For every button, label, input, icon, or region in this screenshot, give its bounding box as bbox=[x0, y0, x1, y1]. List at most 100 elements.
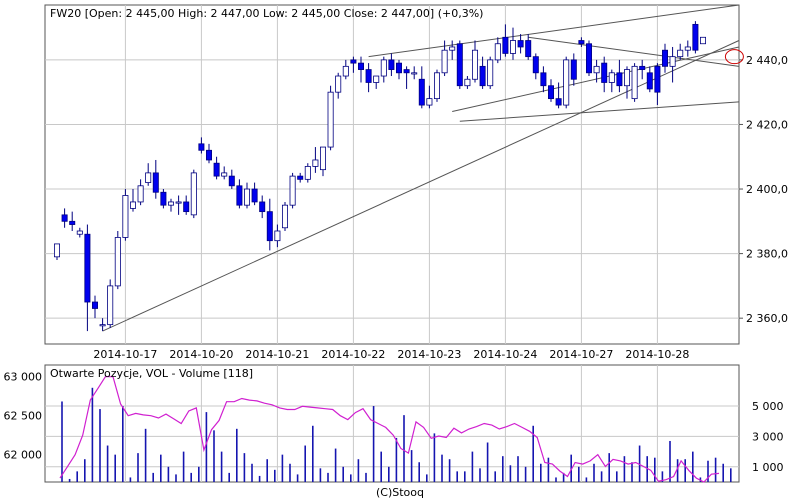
candle-body bbox=[586, 43, 593, 74]
candle-body bbox=[479, 65, 486, 87]
candle-body bbox=[350, 59, 357, 64]
candle-body bbox=[183, 201, 190, 213]
candle-body bbox=[578, 40, 585, 45]
candle-body bbox=[403, 69, 410, 74]
candle-body bbox=[373, 75, 380, 83]
candle-body bbox=[213, 162, 220, 177]
candle-body bbox=[327, 91, 334, 148]
date-tick-label: 2014-10-17 bbox=[93, 348, 157, 361]
candle-body bbox=[669, 56, 676, 67]
candle-body bbox=[433, 72, 440, 100]
candle-body bbox=[92, 301, 99, 309]
price-y-axis: 2 360,0 2 380,0 2 400,0 2 420,0 2 440,0 bbox=[739, 54, 788, 325]
candle-body bbox=[456, 43, 463, 87]
open-interest-tick-label: 62 500 bbox=[4, 410, 43, 423]
candle-body bbox=[365, 69, 372, 83]
candle-body bbox=[601, 62, 608, 83]
volume-bars bbox=[61, 387, 732, 482]
candle-body bbox=[198, 143, 205, 151]
candle-body bbox=[114, 237, 121, 287]
candle-body bbox=[548, 85, 555, 100]
candle-body bbox=[266, 211, 273, 242]
candle-body bbox=[593, 65, 600, 74]
candle-body bbox=[76, 230, 83, 235]
candle-body bbox=[221, 172, 228, 177]
volume-tick-label: 1 000 bbox=[752, 461, 784, 474]
volume-panel-frame bbox=[44, 364, 740, 483]
price-tick-label: 2 360,0 bbox=[746, 312, 788, 325]
candle-body bbox=[555, 98, 562, 106]
price-tick-label: 2 440,0 bbox=[746, 54, 788, 67]
candle-body bbox=[624, 69, 631, 87]
candle-body bbox=[228, 175, 235, 187]
candle-body bbox=[160, 191, 167, 206]
candle-body bbox=[441, 49, 448, 74]
candles bbox=[54, 21, 707, 332]
candle-body bbox=[289, 175, 296, 206]
open-interest-line bbox=[59, 376, 720, 483]
price-tick-label: 2 420,0 bbox=[746, 118, 788, 131]
open-interest-tick-label: 63 000 bbox=[4, 371, 43, 384]
candle-body bbox=[175, 201, 182, 204]
date-tick-label: 2014-10-20 bbox=[169, 348, 233, 361]
date-tick-label: 2014-10-28 bbox=[625, 348, 689, 361]
candle-body bbox=[107, 285, 114, 326]
candle-body bbox=[122, 195, 129, 238]
candle-body bbox=[540, 72, 547, 87]
candle-body bbox=[304, 166, 311, 180]
marker-layer bbox=[724, 49, 744, 65]
open-interest-tick-label: 62 000 bbox=[4, 449, 43, 462]
candle-body bbox=[684, 46, 691, 51]
candle-body bbox=[342, 65, 349, 77]
candle-body bbox=[395, 62, 402, 74]
candle-body bbox=[54, 243, 61, 258]
candle-body bbox=[631, 65, 638, 100]
trendline bbox=[368, 4, 740, 58]
candle-body bbox=[502, 36, 509, 54]
price-tick-label: 2 380,0 bbox=[746, 248, 788, 261]
candle-body bbox=[517, 40, 524, 48]
candle-body bbox=[152, 172, 159, 193]
price-grid bbox=[45, 5, 739, 344]
candle-body bbox=[494, 43, 501, 61]
candle-body bbox=[281, 204, 288, 229]
open-interest-axis: 62 000 62 500 63 000 bbox=[4, 371, 43, 462]
volume-tick-label: 5 000 bbox=[752, 400, 784, 413]
candle-body bbox=[654, 65, 661, 93]
candle-body bbox=[426, 98, 433, 106]
candle-body bbox=[274, 230, 281, 242]
candle-body bbox=[357, 62, 364, 70]
candle-body bbox=[297, 175, 304, 180]
candle-body bbox=[167, 201, 174, 206]
date-tick-label: 2014-10-22 bbox=[321, 348, 385, 361]
candle-body bbox=[662, 49, 669, 67]
candle-body bbox=[251, 188, 258, 203]
volume-chart-title: Otwarte Pozycje, VOL - Volume [118] bbox=[50, 367, 253, 380]
candle-body bbox=[69, 220, 76, 225]
candle-body bbox=[570, 59, 577, 80]
candle-body bbox=[464, 78, 471, 87]
candle-body bbox=[243, 188, 250, 206]
candle-body bbox=[646, 72, 653, 90]
candle-body bbox=[532, 56, 539, 74]
candle-body bbox=[61, 214, 68, 222]
trendline bbox=[452, 46, 740, 113]
candle-body bbox=[700, 36, 707, 45]
footer-credit: (C)Stooq bbox=[376, 486, 424, 499]
candle-body bbox=[471, 49, 478, 80]
date-tick-label: 2014-10-24 bbox=[473, 348, 537, 361]
candle-body bbox=[380, 59, 387, 77]
candle-body bbox=[418, 78, 425, 106]
candle-body bbox=[335, 75, 342, 93]
price-chart-title: FW20 [Open: 2 445,00 High: 2 447,00 Low:… bbox=[50, 7, 483, 20]
candle-body bbox=[487, 59, 494, 87]
candle-body bbox=[616, 72, 623, 87]
candle-body bbox=[259, 201, 266, 213]
candle-body bbox=[319, 146, 326, 171]
candle-body bbox=[190, 172, 197, 216]
candle-body bbox=[525, 40, 532, 58]
candle-body bbox=[449, 46, 456, 51]
trendline bbox=[459, 101, 740, 122]
candle-body bbox=[388, 59, 395, 70]
